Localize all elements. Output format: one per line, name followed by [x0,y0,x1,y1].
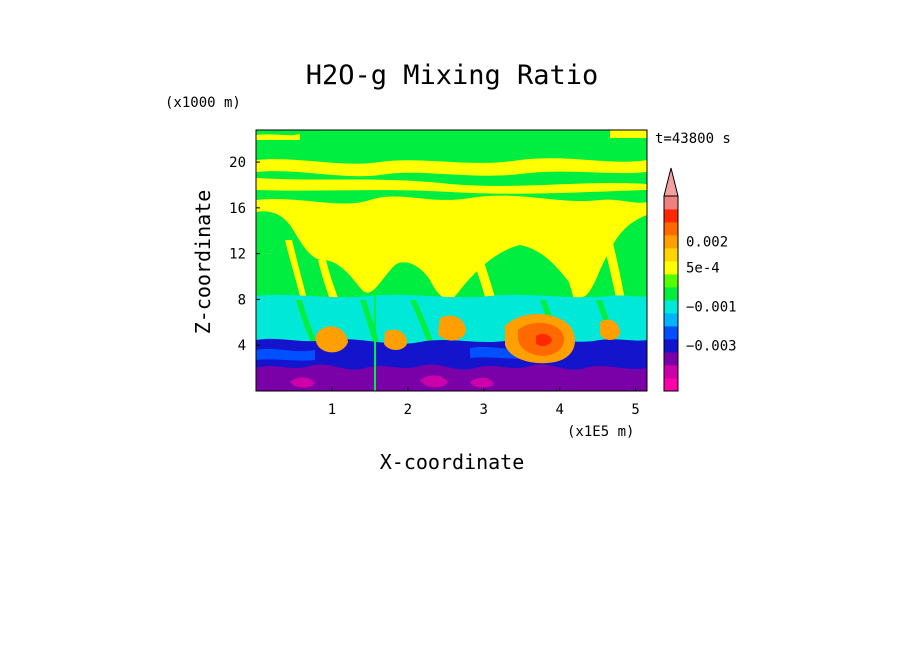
mid-streak-1 [296,300,318,345]
y-tick-label: 16 [229,201,246,217]
colorbar-segment [664,287,678,301]
colorbar-segment [664,196,678,210]
moist-layer-strip [256,178,647,194]
chart-title: H2O-g Mixing Ratio [306,60,599,91]
lowest-blotch-3 [470,377,494,388]
moist-layer-upper [256,195,647,299]
mid-streak-3 [410,300,434,345]
colorbar-segment [664,339,678,353]
moist-layer-top-band [256,158,647,177]
colorbar-label: −0.001 [686,300,737,316]
top-detail-2 [256,134,300,140]
core-right [600,319,620,340]
colorbar-extension [663,167,679,197]
y-tick-label: 4 [238,338,246,354]
x-axis: 1 2 3 4 5 [328,387,640,418]
x-tick-label: 4 [555,402,563,418]
x-axis-label: X-coordinate [380,450,525,474]
core-main-center [536,333,552,347]
colorbar-segment [664,235,678,249]
low-layer-light [256,348,315,361]
y-axis-label: Z-coordinate [191,190,215,335]
colorbar-segment [664,352,678,366]
colorbar-segment [664,222,678,236]
colorbar-label: 0.002 [686,235,728,251]
x-tick-label: 5 [631,402,639,418]
lowest-blotch-2 [420,375,448,388]
colorbar-segment [664,248,678,262]
y-tick-label: 8 [238,292,246,308]
y-tick-label: 20 [229,155,246,171]
lowest-blotch-1 [290,377,315,388]
colorbar-segment [664,326,678,340]
moist-corner [610,130,647,138]
colorbar-segment [664,378,678,392]
y-tick-label: 12 [229,247,246,263]
colorbar-label: −0.003 [686,339,737,355]
top-detail-1 [350,148,372,156]
core-left-2 [384,329,408,350]
core-left [315,326,348,353]
colorbar-segment [664,274,678,288]
core-mid [438,315,466,341]
x-tick-label: 1 [328,402,336,418]
y-axis: 4 8 12 16 20 [229,155,260,354]
colorbar-label: 5e-4 [686,261,720,277]
colorbar-segment [664,313,678,327]
colorbar-segment [664,365,678,379]
time-label: t=43800 s [655,131,731,147]
plot-frame [255,129,648,392]
x-tick-label: 2 [404,402,412,418]
colorbar-segment [664,300,678,314]
x-tick-label: 3 [480,402,488,418]
colorbar: 0.002 5e-4 −0.001 −0.003 [663,167,737,392]
y-unit-label: (x1000 m) [165,95,241,111]
plot-area [256,130,647,391]
colorbar-segment [664,209,678,223]
colorbar-frame [663,195,679,392]
x-unit-label: (x1E5 m) [567,424,634,440]
colorbar-segment [664,261,678,275]
lowest-layer [256,364,647,391]
